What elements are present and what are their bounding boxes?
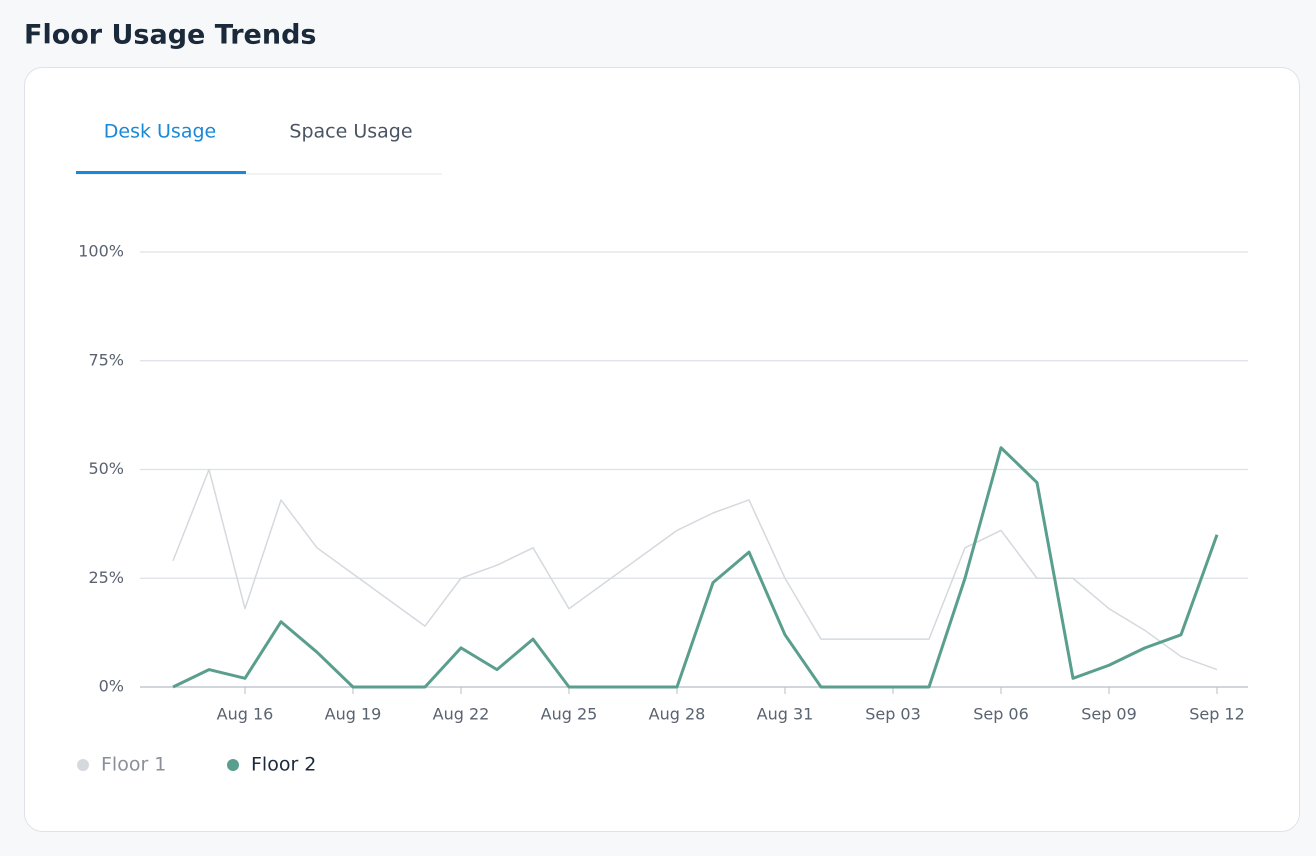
x-tick-label: Aug 16 xyxy=(217,705,274,724)
legend-label[interactable]: Floor 2 xyxy=(251,754,316,776)
tab[interactable]: Space Usage xyxy=(289,121,412,143)
series-line xyxy=(172,468,1218,671)
x-tick-label: Aug 31 xyxy=(757,705,814,724)
card xyxy=(24,67,1300,832)
x-tick-label: Sep 09 xyxy=(1081,705,1137,724)
x-tick-label: Sep 06 xyxy=(973,705,1029,724)
legend-swatch xyxy=(77,759,89,771)
page-title: Floor Usage Trends xyxy=(24,20,316,51)
tab-active[interactable]: Desk Usage xyxy=(104,121,216,143)
y-tick-label: 100% xyxy=(78,242,124,261)
x-tick-label: Aug 28 xyxy=(649,705,706,724)
tab-indicator xyxy=(76,171,246,174)
y-tick-label: 75% xyxy=(88,350,124,369)
series-line xyxy=(172,446,1219,689)
x-tick-label: Sep 12 xyxy=(1189,705,1245,724)
x-tick-label: Aug 19 xyxy=(325,705,382,724)
y-tick-label: 50% xyxy=(88,459,124,478)
legend-swatch xyxy=(227,759,239,771)
x-tick-label: Aug 22 xyxy=(433,705,490,724)
y-tick-label: 0% xyxy=(99,677,124,696)
x-tick-label: Aug 25 xyxy=(541,705,598,724)
x-tick-label: Sep 03 xyxy=(865,705,921,724)
legend-label[interactable]: Floor 1 xyxy=(101,754,166,776)
y-tick-label: 25% xyxy=(88,568,124,587)
